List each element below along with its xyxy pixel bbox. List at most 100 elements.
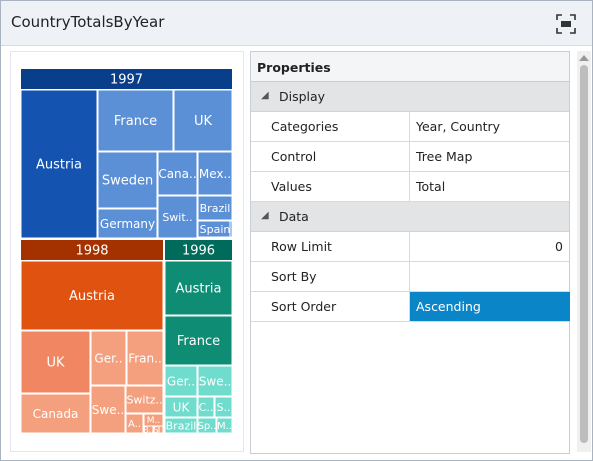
treemap-cell-1996-austria[interactable] xyxy=(164,260,233,316)
property-row-sort-order[interactable]: Sort Order Ascending xyxy=(251,292,570,322)
title-bar: CountryTotalsByYear xyxy=(1,1,592,46)
treemap-group-1997: 1997 Austria France UK Sweden Cana.. Mex.. Germ… xyxy=(20,69,233,239)
treemap-cell-label: France xyxy=(177,334,220,349)
treemap-cell-1997-austria[interactable] xyxy=(20,89,98,239)
treemap-group-header[interactable] xyxy=(21,240,163,260)
treemap-cell-1997-swit[interactable] xyxy=(157,195,198,239)
treemap-cell-label: Mex.. xyxy=(199,167,231,181)
treemap-cell-1997-cana[interactable] xyxy=(157,151,198,196)
treemap-group-year-label: 1996 xyxy=(182,244,215,259)
treemap-cell-1998-cell[interactable] xyxy=(158,425,164,434)
treemap-cell-1997-cell[interactable] xyxy=(229,220,233,238)
treemap-cell-label: Fran.. xyxy=(128,351,162,365)
treemap-cell-1997-france[interactable] xyxy=(97,89,174,152)
treemap-cell-label: Austria xyxy=(69,289,115,304)
property-name: Sort Order xyxy=(271,299,337,314)
property-value-field[interactable]: 0 xyxy=(409,232,570,261)
treemap-cell-label: M.. xyxy=(217,421,232,432)
treemap-group-1998: 1998 Austria UK Ger.. Fran.. Canada Swe..Switz… xyxy=(20,240,164,434)
treemap-cell-1996-c[interactable] xyxy=(197,396,215,418)
property-name: Values xyxy=(271,179,312,194)
property-value: Ascending xyxy=(416,299,481,314)
property-row-control[interactable]: Control Tree Map xyxy=(251,142,569,172)
properties-panel: Properties ◢ Display Categories Year, Co… xyxy=(250,51,570,454)
group-display-label: Display xyxy=(279,89,326,104)
property-value: 0 xyxy=(555,239,563,254)
treemap-cell-label: Cana.. xyxy=(158,167,196,181)
property-row-values[interactable]: Values Total xyxy=(251,172,569,202)
properties-title: Properties xyxy=(257,60,331,75)
scroll-thumb[interactable] xyxy=(580,65,588,443)
treemap-cell-1996-m[interactable] xyxy=(216,417,233,434)
treemap-cell-label: Brazil xyxy=(200,202,231,215)
treemap-cell-1998-uk[interactable] xyxy=(20,330,91,394)
treemap-cell-1998-canada[interactable] xyxy=(20,393,91,434)
property-row-sort-by[interactable]: Sort By xyxy=(251,262,569,292)
collapse-triangle-icon[interactable]: ◢ xyxy=(261,90,269,101)
treemap-cell-1998-a[interactable] xyxy=(125,413,144,434)
treemap-cell-1996-swe[interactable] xyxy=(197,365,233,397)
treemap-cell-label: C.. xyxy=(199,401,214,414)
property-value-field[interactable]: Total xyxy=(409,172,570,201)
focus-mode-button[interactable] xyxy=(555,13,577,35)
treemap-cell-1996-s[interactable] xyxy=(214,396,233,418)
window-title: CountryTotalsByYear xyxy=(11,13,165,31)
treemap-group-year-label: 1997 xyxy=(110,73,143,88)
group-display[interactable]: ◢ Display xyxy=(251,82,569,112)
property-row-categories[interactable]: Categories Year, Country xyxy=(251,112,569,142)
property-value-field-selected[interactable]: Ascending xyxy=(409,292,570,321)
treemap-cell-1997-brazil[interactable] xyxy=(197,195,233,221)
treemap-cell-1997-germany[interactable] xyxy=(97,208,158,239)
treemap-cell-label: Austria xyxy=(176,282,222,297)
group-data[interactable]: ◢ Data xyxy=(251,202,569,232)
treemap-cell-label: Swe.. xyxy=(199,374,231,388)
treemap-cell-label: Austria xyxy=(36,158,82,173)
property-name: Row Limit xyxy=(271,239,332,254)
treemap-cell-label: UK xyxy=(46,356,65,371)
treemap-cell-1998-swe[interactable] xyxy=(90,385,126,434)
treemap-group-year-label: 1998 xyxy=(75,244,108,259)
property-row-row-limit[interactable]: Row Limit 0 xyxy=(251,232,569,262)
treemap-cell-label: B.. xyxy=(143,425,154,434)
properties-header: Properties xyxy=(251,52,569,82)
treemap-cell-1996-brazil[interactable] xyxy=(164,417,198,434)
treemap-chart: 1997 Austria France UK Sweden Cana.. Mex.. Germ… xyxy=(20,69,233,434)
treemap-cell-1998-b[interactable] xyxy=(143,425,154,434)
treemap-cell-1996-sp[interactable] xyxy=(197,417,217,434)
treemap-cell-label: Ger.. xyxy=(94,351,122,365)
collapse-triangle-icon[interactable]: ◢ xyxy=(261,210,269,221)
treemap-cell-1996-ger[interactable] xyxy=(164,365,198,397)
treemap-cell-1996-uk[interactable] xyxy=(164,396,198,418)
treemap-cell-label: A.. xyxy=(128,419,141,430)
treemap-cell-1996-france[interactable] xyxy=(164,315,233,366)
treemap-cell-1998-switz[interactable] xyxy=(125,385,164,414)
treemap-cell-1998-fran[interactable] xyxy=(126,330,164,386)
treemap-cell-1997-sweden[interactable] xyxy=(97,151,158,209)
properties-scrollbar[interactable] xyxy=(577,51,591,452)
property-name: Control xyxy=(271,149,317,164)
treemap-cell-label: Sp.. xyxy=(197,421,216,432)
property-value-field[interactable]: Tree Map xyxy=(409,142,570,171)
treemap-cell-label: Ger.. xyxy=(167,374,195,388)
property-name: Sort By xyxy=(271,269,317,284)
treemap-cell-1998-ger[interactable] xyxy=(90,330,127,386)
scroll-up-arrow-icon[interactable] xyxy=(579,55,589,61)
property-value: Tree Map xyxy=(416,149,473,164)
treemap-group-header[interactable] xyxy=(21,69,232,89)
treemap-group-header[interactable] xyxy=(165,240,232,260)
treemap-cell-label: Germany xyxy=(100,217,155,231)
treemap-cell-label: Sweden xyxy=(102,174,153,189)
treemap-cell-label: M.. xyxy=(147,416,161,426)
treemap-group-1996: 1996 Austria France Ger.. Swe.. UK C.. S.. Brazi… xyxy=(164,240,233,434)
treemap-cell-1997-uk[interactable] xyxy=(173,89,233,152)
treemap-cell-1998-austria[interactable] xyxy=(20,260,164,331)
focus-mode-icon xyxy=(556,14,576,34)
property-name: Categories xyxy=(271,119,339,134)
property-value-field[interactable]: Year, Country xyxy=(409,112,570,141)
property-value: Total xyxy=(416,179,446,194)
treemap-cell-label: Brazil xyxy=(166,419,197,432)
treemap-panel: 1997 Austria France UK Sweden Cana.. Mex.. Germ… xyxy=(10,51,244,452)
treemap-cell-1997-mex[interactable] xyxy=(197,151,233,196)
property-value-field[interactable] xyxy=(409,262,570,291)
